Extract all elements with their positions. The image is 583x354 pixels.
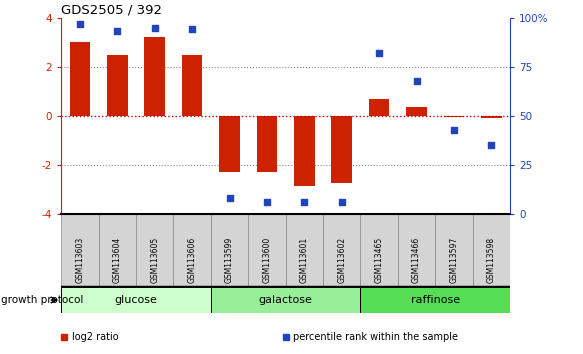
Point xyxy=(113,29,122,34)
Point xyxy=(300,200,309,205)
Text: glucose: glucose xyxy=(115,295,157,305)
Bar xyxy=(107,55,128,116)
Bar xyxy=(398,214,436,287)
Text: percentile rank within the sample: percentile rank within the sample xyxy=(293,332,458,342)
Text: GSM113601: GSM113601 xyxy=(300,237,309,283)
Text: raffinose: raffinose xyxy=(411,295,460,305)
Bar xyxy=(99,214,136,287)
Text: GSM113599: GSM113599 xyxy=(225,237,234,283)
Text: GSM113603: GSM113603 xyxy=(75,237,85,283)
Bar xyxy=(257,116,278,172)
Text: GSM113606: GSM113606 xyxy=(188,237,196,283)
Point xyxy=(337,200,346,205)
Bar xyxy=(473,214,510,287)
Text: log2 ratio: log2 ratio xyxy=(72,332,118,342)
Bar xyxy=(145,37,165,116)
Bar xyxy=(360,287,510,313)
Bar xyxy=(481,116,502,118)
Point xyxy=(75,21,85,27)
Bar xyxy=(444,116,464,117)
Text: galactose: galactose xyxy=(259,295,312,305)
Text: GSM113597: GSM113597 xyxy=(449,237,458,283)
Bar xyxy=(69,42,90,116)
Text: GDS2505 / 392: GDS2505 / 392 xyxy=(61,4,162,17)
Point xyxy=(487,143,496,148)
Text: GSM113465: GSM113465 xyxy=(375,237,384,283)
Bar xyxy=(174,214,211,287)
Bar xyxy=(406,107,427,116)
Text: GSM113604: GSM113604 xyxy=(113,237,122,283)
Text: GSM113600: GSM113600 xyxy=(262,237,272,283)
Bar xyxy=(332,116,352,183)
Point xyxy=(225,196,234,201)
Text: GSM113605: GSM113605 xyxy=(150,237,159,283)
Point xyxy=(412,78,422,84)
Bar xyxy=(248,214,286,287)
Text: growth protocol: growth protocol xyxy=(1,295,83,305)
Bar xyxy=(61,214,99,287)
Point xyxy=(374,50,384,56)
Bar xyxy=(369,99,389,116)
Bar xyxy=(136,214,173,287)
Bar xyxy=(286,214,323,287)
Bar xyxy=(294,116,315,186)
Point xyxy=(262,200,272,205)
Bar xyxy=(323,214,360,287)
Bar xyxy=(182,55,202,116)
Point xyxy=(150,25,159,30)
Bar xyxy=(211,214,248,287)
Bar xyxy=(436,214,473,287)
Point xyxy=(449,127,459,132)
Text: GSM113602: GSM113602 xyxy=(338,237,346,283)
Text: GSM113598: GSM113598 xyxy=(487,237,496,283)
Text: GSM113466: GSM113466 xyxy=(412,237,421,283)
Bar xyxy=(219,116,240,172)
Bar xyxy=(211,287,360,313)
Point xyxy=(188,27,197,32)
Bar xyxy=(360,214,398,287)
Bar xyxy=(61,287,211,313)
